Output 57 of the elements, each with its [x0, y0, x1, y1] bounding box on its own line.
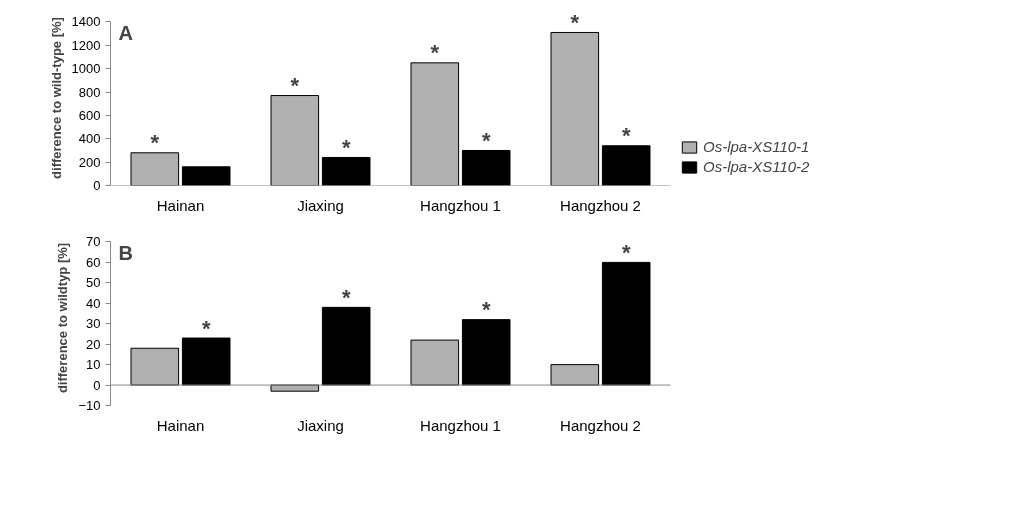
- annotation: *: [570, 9, 580, 35]
- y-tick-label: 20: [86, 336, 101, 352]
- x-tick-label: Hangzhou 1: [420, 196, 501, 214]
- annotation: *: [150, 130, 160, 156]
- bar: [321, 306, 371, 386]
- bar: [461, 319, 511, 386]
- annotation: *: [430, 40, 440, 66]
- y-tick-label: 1400: [71, 14, 101, 30]
- bar: [270, 95, 320, 186]
- x-tick-label: Hainan: [156, 196, 205, 214]
- y-tick-label: 50: [86, 275, 101, 291]
- x-tick-label: Jiaxing: [297, 416, 344, 434]
- annotation: *: [621, 123, 631, 149]
- bar: [550, 364, 600, 386]
- annotation: *: [341, 284, 351, 310]
- y-tick-label: 10: [86, 357, 101, 373]
- bar: [130, 347, 180, 386]
- bar: [410, 339, 460, 386]
- y-tick-label: 1000: [71, 61, 101, 77]
- y-tick-label: −10: [78, 398, 101, 413]
- y-tick-label: 0: [93, 178, 101, 193]
- annotation: *: [290, 73, 300, 99]
- bar: [130, 152, 180, 186]
- bar: [601, 145, 651, 186]
- bar: [601, 261, 651, 386]
- x-tick-label: Hangzhou 1: [420, 416, 501, 434]
- annotation: *: [481, 297, 491, 323]
- annotation: B: [118, 241, 133, 264]
- y-tick-label: 0: [93, 377, 101, 393]
- bar: [550, 31, 600, 186]
- y-tick-label: 70: [86, 234, 101, 250]
- y-axis-title: difference to wild-type [%]: [48, 17, 64, 179]
- x-tick-label: Hangzhou 2: [560, 416, 641, 434]
- bar: [181, 337, 231, 386]
- bar: [181, 166, 231, 186]
- x-tick-label: Hainan: [156, 416, 205, 434]
- y-axis-title: difference to wildtyp [%]: [55, 242, 71, 394]
- y-tick-label: 600: [78, 107, 101, 123]
- y-tick-label: 1200: [71, 37, 101, 53]
- x-tick-label: Hangzhou 2: [560, 196, 641, 214]
- y-tick-label: 800: [78, 84, 101, 100]
- bar: [410, 62, 460, 186]
- y-tick-label: 40: [86, 295, 101, 311]
- y-tick-label: 60: [86, 254, 101, 270]
- x-tick-label: Jiaxing: [297, 196, 344, 214]
- annotation: *: [201, 315, 211, 341]
- y-tick-label: 30: [86, 316, 101, 332]
- y-tick-label: 400: [78, 131, 101, 147]
- annotation: A: [118, 21, 133, 44]
- bar: [461, 149, 511, 186]
- bar: [321, 156, 371, 186]
- annotation: *: [341, 134, 351, 160]
- legend-label: Os-lpa-XS110-2: [703, 158, 810, 175]
- annotation: *: [621, 239, 631, 265]
- annotation: *: [481, 127, 491, 153]
- y-tick-label: 200: [78, 154, 101, 170]
- legend-label: Os-lpa-XS110-1: [703, 138, 810, 155]
